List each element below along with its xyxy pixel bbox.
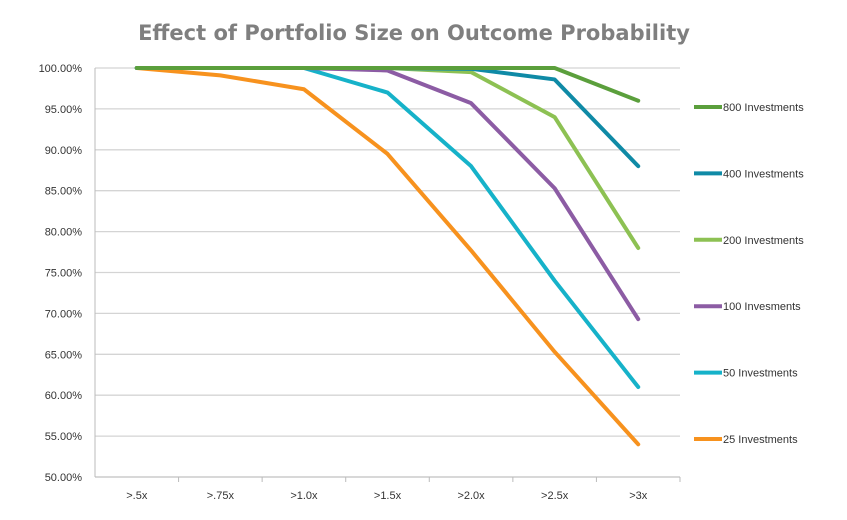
legend-label: 100 Invesments [723, 301, 801, 313]
legend-label: 800 Investments [723, 102, 804, 114]
x-tick-label: >2.0x [457, 490, 485, 502]
series-line [134, 66, 641, 103]
y-tick-label: 95.00% [45, 104, 83, 116]
x-tick-label: >2.5x [541, 490, 569, 502]
series-line [134, 66, 641, 447]
y-tick-label: 55.00% [45, 431, 83, 443]
legend-label: 25 Investments [723, 434, 798, 446]
y-tick-label: 80.00% [45, 227, 83, 239]
y-tick-label: 65.00% [45, 349, 83, 361]
legend-label: 200 Investments [723, 235, 804, 247]
series-line [134, 66, 641, 390]
y-tick-label: 90.00% [45, 145, 83, 157]
x-tick-label: >1.0x [290, 490, 318, 502]
chart-title: Effect of Portfolio Size on Outcome Prob… [138, 21, 690, 45]
y-tick-label: 50.00% [45, 472, 83, 484]
y-tick-label: 60.00% [45, 390, 83, 402]
y-tick-label: 100.00% [39, 63, 83, 75]
x-tick-label: >.5x [126, 490, 148, 502]
x-tick-label: >1.5x [374, 490, 402, 502]
series-line [134, 66, 641, 322]
y-tick-label: 85.00% [45, 186, 83, 198]
y-tick-label: 75.00% [45, 268, 83, 280]
x-tick-label: >3x [629, 490, 648, 502]
legend-label: 50 Investments [723, 368, 798, 380]
x-tick-label: >.75x [207, 490, 235, 502]
y-tick-label: 70.00% [45, 308, 83, 320]
legend-label: 400 Investments [723, 168, 804, 180]
